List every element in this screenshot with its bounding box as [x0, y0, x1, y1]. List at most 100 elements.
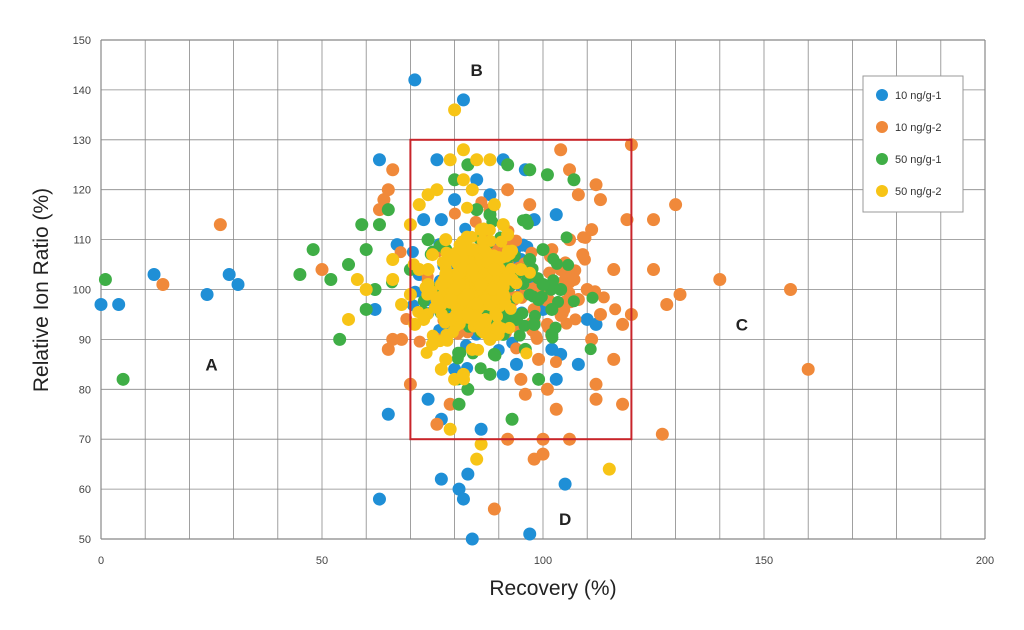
data-point	[511, 291, 524, 304]
data-point	[713, 273, 727, 287]
data-point	[487, 263, 501, 277]
data-point	[394, 246, 407, 259]
x-tick-label: 200	[976, 555, 994, 567]
data-point	[585, 332, 599, 346]
data-point	[342, 312, 356, 326]
data-point	[156, 278, 170, 292]
data-point	[593, 307, 607, 321]
data-point	[386, 273, 400, 287]
y-tick-label: 60	[79, 484, 91, 496]
data-point	[505, 412, 519, 426]
data-point	[452, 278, 466, 292]
data-point	[381, 183, 395, 197]
data-point	[655, 427, 669, 441]
data-point	[474, 223, 488, 237]
data-point	[443, 422, 457, 436]
data-point	[509, 312, 523, 326]
data-point	[439, 352, 453, 366]
data-point	[673, 287, 687, 301]
data-point	[669, 198, 683, 212]
data-point	[426, 248, 439, 262]
data-point	[520, 347, 533, 360]
data-point	[474, 362, 487, 375]
data-point	[586, 291, 599, 304]
data-point	[518, 387, 532, 401]
y-tick-label: 90	[79, 334, 91, 346]
data-point	[470, 203, 484, 217]
data-point	[647, 213, 660, 227]
data-point	[521, 217, 534, 230]
data-point	[461, 307, 475, 321]
data-point	[448, 207, 461, 220]
data-point	[439, 233, 453, 247]
y-tick-label: 130	[73, 135, 91, 147]
data-point	[456, 492, 470, 506]
data-point	[461, 287, 475, 301]
region-label-c: C	[736, 315, 748, 334]
data-point	[359, 243, 373, 257]
data-point	[801, 362, 815, 376]
data-point	[421, 233, 435, 247]
data-point	[434, 472, 448, 486]
data-point	[486, 283, 499, 296]
data-point	[514, 263, 528, 277]
data-point	[500, 250, 513, 263]
data-point	[647, 263, 660, 277]
y-tick-label: 120	[73, 185, 91, 197]
data-point	[372, 153, 386, 167]
data-point	[456, 173, 470, 187]
data-point	[470, 153, 484, 167]
data-point	[470, 173, 484, 187]
data-point	[585, 223, 599, 237]
data-point	[355, 218, 369, 232]
data-point	[540, 382, 554, 396]
data-point	[483, 153, 497, 167]
data-point	[487, 502, 501, 516]
data-point	[784, 283, 798, 296]
data-points	[94, 73, 815, 546]
data-point	[372, 492, 386, 506]
data-point	[470, 297, 483, 310]
data-point	[602, 462, 616, 476]
y-tick-label: 80	[79, 384, 91, 396]
data-point	[222, 268, 236, 282]
data-point	[607, 352, 621, 366]
y-tick-label: 70	[79, 434, 91, 446]
data-point	[465, 183, 479, 197]
data-point	[483, 367, 497, 381]
data-point	[616, 397, 630, 411]
x-tick-labels: 0 50 100 150 200	[98, 555, 994, 567]
data-point	[567, 273, 581, 287]
legend-marker	[876, 89, 888, 101]
data-point	[461, 382, 475, 396]
data-point	[609, 303, 622, 316]
data-point	[536, 243, 550, 257]
data-point	[453, 317, 466, 330]
data-point	[483, 297, 497, 311]
data-point	[439, 268, 453, 282]
data-point	[492, 322, 506, 336]
y-tick-labels: 50 60 70 80 90 100 110 120 130 140 150	[73, 35, 91, 546]
data-point	[386, 163, 400, 177]
data-point	[200, 287, 214, 301]
data-point	[421, 278, 435, 292]
data-point	[456, 93, 470, 107]
data-point	[527, 317, 541, 331]
data-point	[412, 198, 426, 212]
data-point	[395, 297, 409, 311]
data-point	[112, 297, 126, 311]
legend-marker	[876, 185, 888, 197]
data-point	[430, 183, 444, 197]
y-tick-label: 140	[73, 85, 91, 97]
legend-label: 50 ng/g-1	[895, 154, 941, 166]
data-point	[607, 263, 621, 277]
data-point	[406, 246, 419, 259]
data-point	[395, 332, 409, 346]
data-point	[381, 342, 395, 356]
legend-label: 10 ng/g-1	[895, 90, 941, 102]
data-point	[558, 477, 572, 491]
data-point	[550, 257, 563, 270]
x-tick-label: 0	[98, 555, 104, 567]
data-point	[456, 143, 470, 157]
y-tick-label: 100	[73, 285, 91, 297]
